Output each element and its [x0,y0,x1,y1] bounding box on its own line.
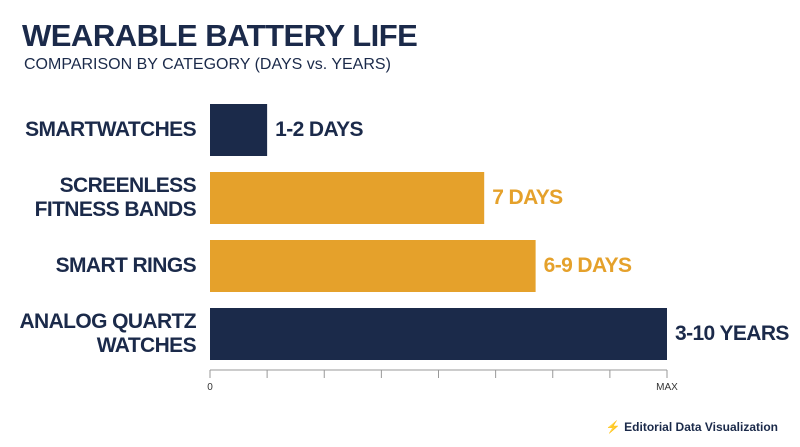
category-label: SCREENLESS FITNESS BANDS [34,174,197,221]
category-label: SMARTWATCHES [25,118,197,141]
x-tick-label: 0 [207,382,213,393]
category-label: ANALOG QUARTZ WATCHES [19,310,196,357]
bar [210,104,268,156]
bar [210,240,536,292]
value-label: 3-10 YEARS [675,322,789,345]
chart-subtitle: COMPARISON BY CATEGORY (DAYS vs. YEARS) [24,56,391,73]
bar [210,308,667,360]
value-label: 1-2 DAYS [275,118,363,141]
x-tick-label: MAX [656,382,678,393]
value-label: 6-9 DAYS [543,254,632,277]
chart-title: WEARABLE BATTERY LIFE [22,18,418,53]
category-label: SMART RINGS [55,254,197,277]
value-label: 7 DAYS [492,186,563,209]
bar [210,172,485,224]
footer: ⚡ Editorial Data Visualization [605,420,778,434]
